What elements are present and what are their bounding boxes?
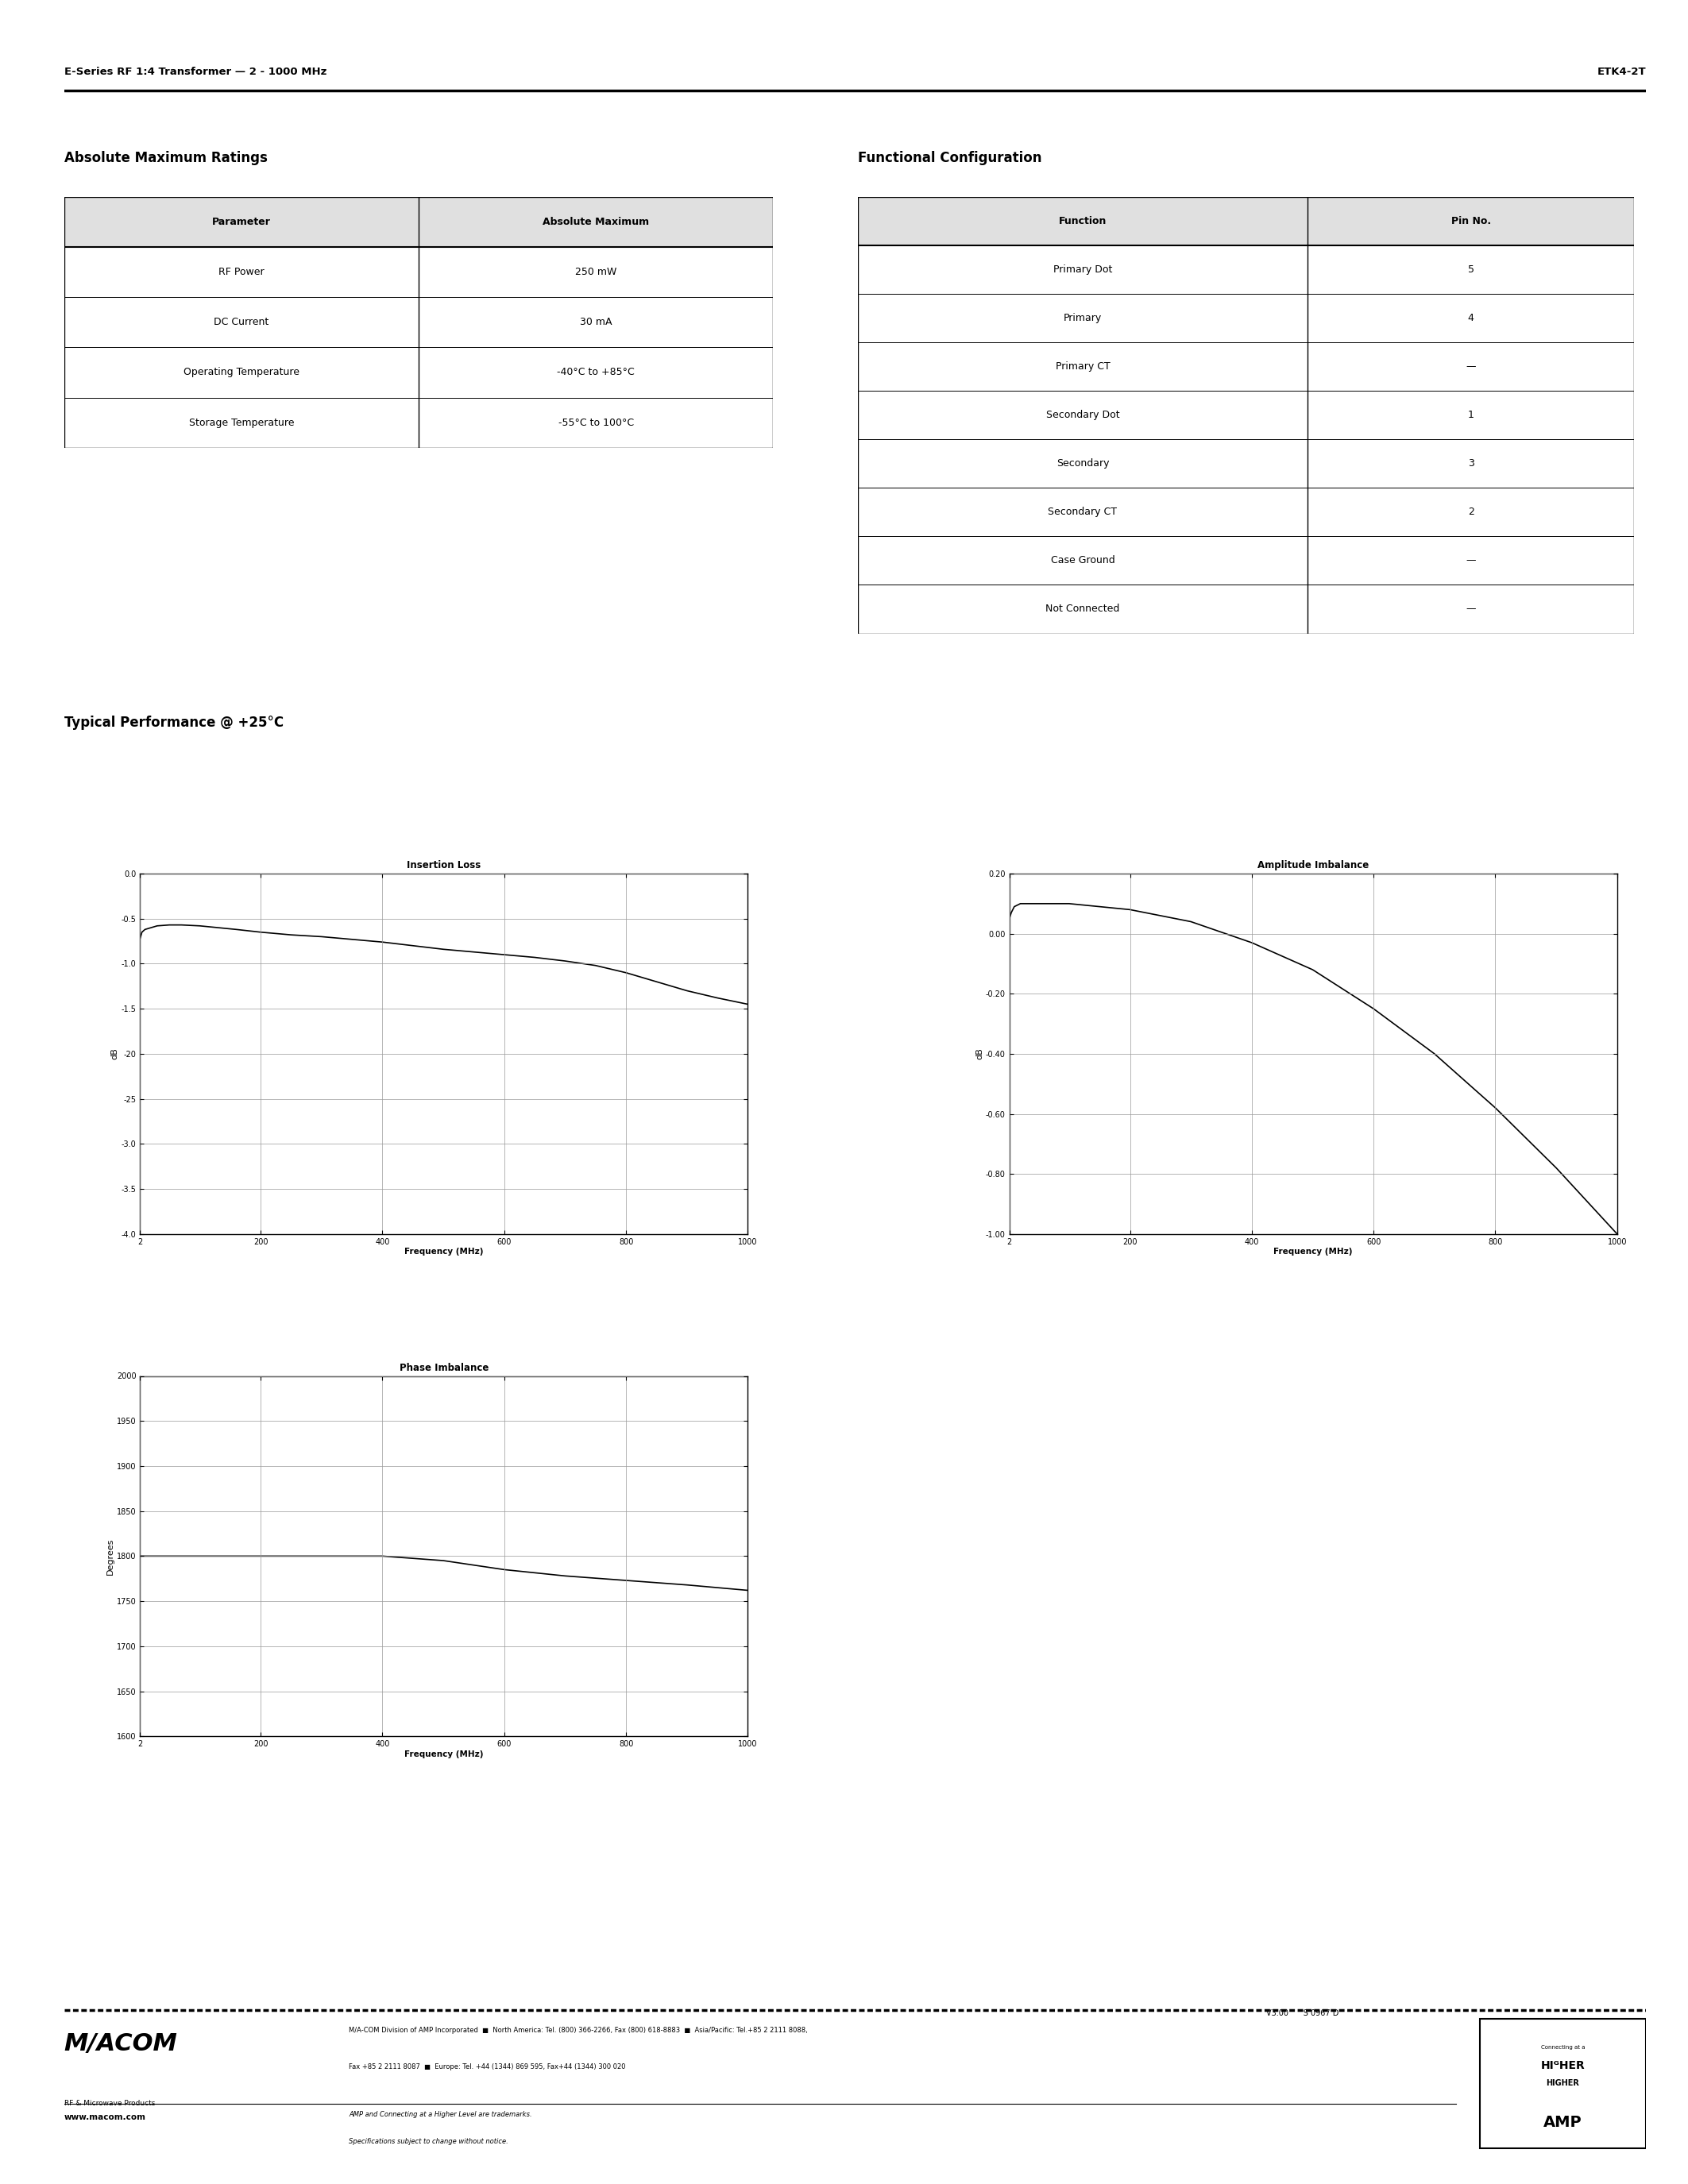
Text: Typical Performance @ +25°C: Typical Performance @ +25°C bbox=[64, 716, 284, 729]
Text: V3.00      S 0967 D: V3.00 S 0967 D bbox=[1266, 2009, 1339, 2018]
Text: RF & Microwave Products: RF & Microwave Products bbox=[64, 2099, 155, 2108]
Text: ETK4-2T: ETK4-2T bbox=[1597, 66, 1646, 76]
Title: Amplitude Imbalance: Amplitude Imbalance bbox=[1258, 860, 1369, 871]
Y-axis label: Degrees: Degrees bbox=[106, 1538, 115, 1575]
Bar bbox=[64, 197, 773, 247]
Text: M/A-COM Division of AMP Incorporated  ■  North America: Tel. (800) 366-2266, Fax: M/A-COM Division of AMP Incorporated ■ N… bbox=[349, 2027, 809, 2033]
Text: 1: 1 bbox=[1469, 411, 1474, 419]
Text: Pin No.: Pin No. bbox=[1452, 216, 1491, 225]
Text: —: — bbox=[1465, 555, 1475, 566]
Text: —: — bbox=[1465, 605, 1475, 614]
Text: 2: 2 bbox=[1469, 507, 1474, 518]
Text: Primary CT: Primary CT bbox=[1055, 360, 1111, 371]
Text: Specifications subject to change without notice.: Specifications subject to change without… bbox=[349, 2138, 508, 2145]
Text: -40°C to +85°C: -40°C to +85°C bbox=[557, 367, 635, 378]
Text: Primary Dot: Primary Dot bbox=[1053, 264, 1112, 275]
Text: HIGHER: HIGHER bbox=[1546, 2079, 1580, 2088]
Text: Absolute Maximum Ratings: Absolute Maximum Ratings bbox=[64, 151, 267, 166]
Text: Secondary CT: Secondary CT bbox=[1048, 507, 1117, 518]
Text: 4: 4 bbox=[1469, 312, 1474, 323]
X-axis label: Frequency (MHz): Frequency (MHz) bbox=[1274, 1247, 1352, 1256]
Text: Functional Configuration: Functional Configuration bbox=[858, 151, 1041, 166]
Text: -55°C to 100°C: -55°C to 100°C bbox=[559, 417, 633, 428]
Text: 30 mA: 30 mA bbox=[579, 317, 613, 328]
Y-axis label: dB: dB bbox=[111, 1048, 120, 1059]
Text: www.macom.com: www.macom.com bbox=[64, 2114, 145, 2121]
Text: Operating Temperature: Operating Temperature bbox=[184, 367, 299, 378]
Text: Secondary Dot: Secondary Dot bbox=[1047, 411, 1119, 419]
Text: Function: Function bbox=[1058, 216, 1107, 225]
Text: Absolute Maximum: Absolute Maximum bbox=[542, 216, 650, 227]
Text: 250 mW: 250 mW bbox=[576, 266, 616, 277]
Text: HIᴳHER: HIᴳHER bbox=[1541, 2060, 1585, 2070]
Text: AMP and Connecting at a Higher Level are trademarks.: AMP and Connecting at a Higher Level are… bbox=[349, 2110, 532, 2118]
Text: RF Power: RF Power bbox=[218, 266, 265, 277]
Text: —: — bbox=[1465, 360, 1475, 371]
Text: M/ACOM: M/ACOM bbox=[64, 2031, 177, 2055]
Text: Parameter: Parameter bbox=[213, 216, 270, 227]
Y-axis label: dB: dB bbox=[976, 1048, 984, 1059]
X-axis label: Frequency (MHz): Frequency (MHz) bbox=[405, 1247, 483, 1256]
X-axis label: Frequency (MHz): Frequency (MHz) bbox=[405, 1749, 483, 1758]
Bar bbox=[1480, 2018, 1646, 2149]
Title: Phase Imbalance: Phase Imbalance bbox=[400, 1363, 488, 1374]
Text: 3: 3 bbox=[1469, 459, 1474, 470]
Text: Primary: Primary bbox=[1063, 312, 1102, 323]
Text: 5: 5 bbox=[1469, 264, 1474, 275]
Text: Fax +85 2 2111 8087  ■  Europe: Tel. +44 (1344) 869 595, Fax+44 (1344) 300 020: Fax +85 2 2111 8087 ■ Europe: Tel. +44 (… bbox=[349, 2064, 626, 2070]
Text: Secondary: Secondary bbox=[1057, 459, 1109, 470]
Text: Not Connected: Not Connected bbox=[1045, 605, 1119, 614]
Bar bbox=[858, 197, 1634, 245]
Text: Connecting at a: Connecting at a bbox=[1541, 2044, 1585, 2049]
Title: Insertion Loss: Insertion Loss bbox=[407, 860, 481, 871]
Text: Case Ground: Case Ground bbox=[1050, 555, 1114, 566]
Text: Storage Temperature: Storage Temperature bbox=[189, 417, 294, 428]
Text: DC Current: DC Current bbox=[214, 317, 268, 328]
Text: AMP: AMP bbox=[1543, 2114, 1582, 2129]
Text: E-Series RF 1:4 Transformer — 2 - 1000 MHz: E-Series RF 1:4 Transformer — 2 - 1000 M… bbox=[64, 66, 326, 76]
